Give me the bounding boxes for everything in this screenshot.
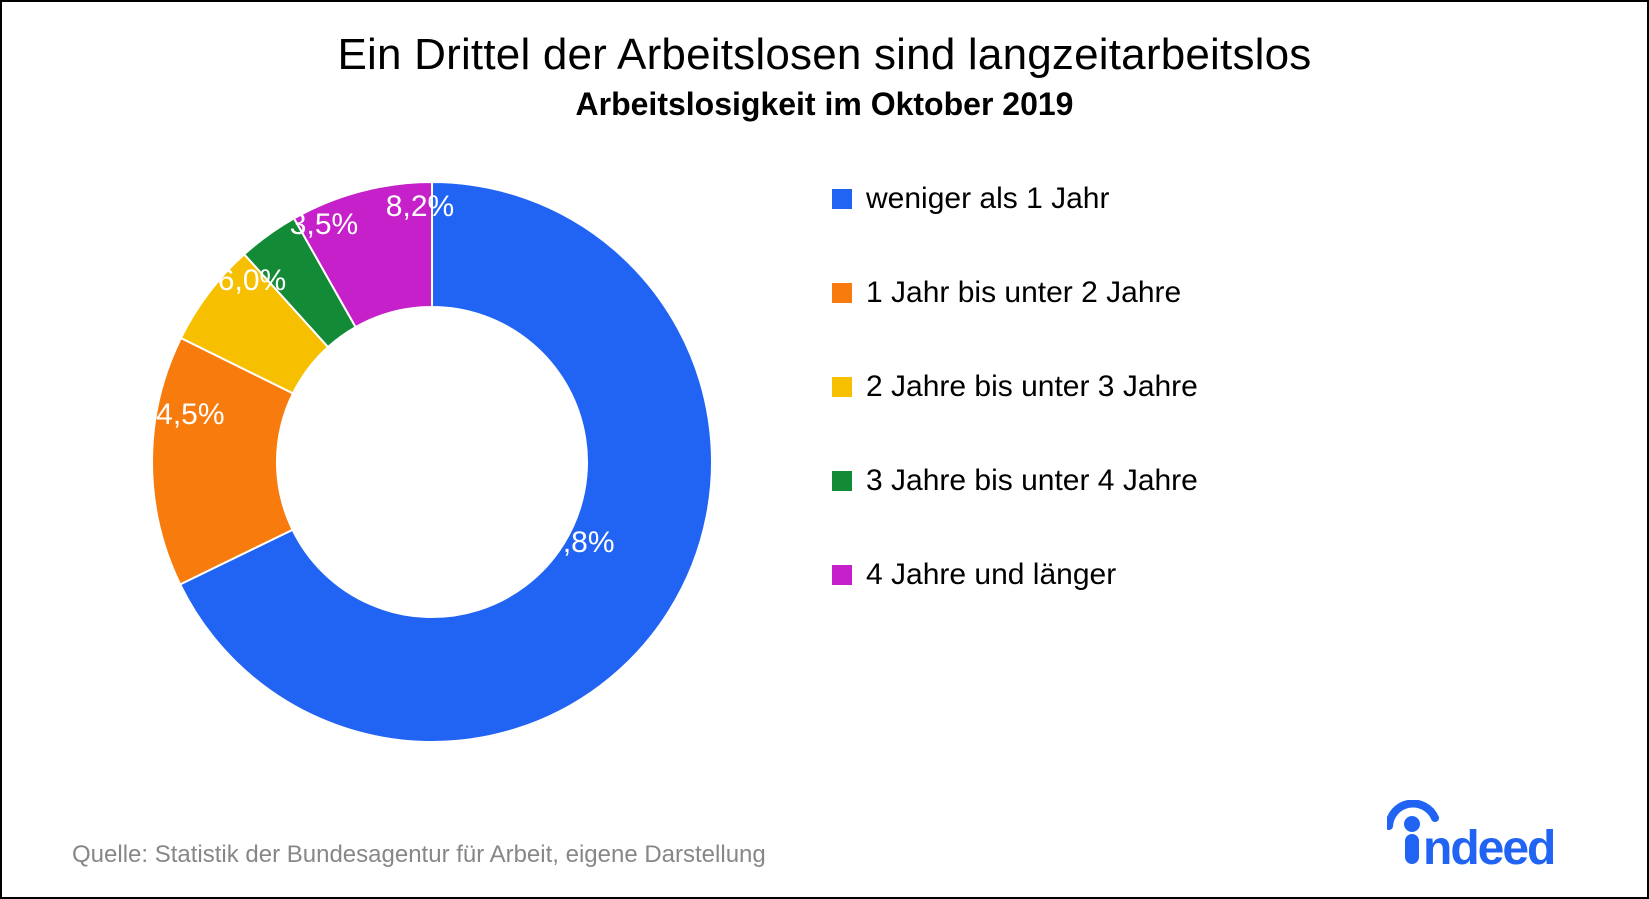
legend-item: 4 Jahre und länger xyxy=(832,558,1198,592)
chart-subtitle: Arbeitslosigkeit im Oktober 2019 xyxy=(2,86,1647,123)
legend-item: 1 Jahr bis unter 2 Jahre xyxy=(832,276,1198,310)
legend-item: 3 Jahre bis unter 4 Jahre xyxy=(832,464,1198,498)
legend-label: weniger als 1 Jahr xyxy=(866,182,1109,216)
slice-percent-label: 3,5% xyxy=(290,208,358,241)
legend-swatch xyxy=(832,471,852,491)
chart-title: Ein Drittel der Arbeitslosen sind langze… xyxy=(2,30,1647,80)
slice-percent-label: 14,5% xyxy=(139,398,224,431)
chart-content: 67,8% 14,5% 6,0%3,5% 8,2% weniger als 1 Jah… xyxy=(2,142,1647,827)
donut-chart: 67,8% 14,5% 6,0%3,5% 8,2% xyxy=(92,142,792,807)
slice-percent-label: 8,2% xyxy=(386,190,454,223)
source-footnote: Quelle: Statistik der Bundesagentur für … xyxy=(72,841,766,869)
legend-label: 1 Jahr bis unter 2 Jahre xyxy=(866,276,1181,310)
legend-item: 2 Jahre bis unter 3 Jahre xyxy=(832,370,1198,404)
legend-swatch xyxy=(832,377,852,397)
legend-swatch xyxy=(832,189,852,209)
legend-label: 3 Jahre bis unter 4 Jahre xyxy=(866,464,1198,498)
chart-titles: Ein Drittel der Arbeitslosen sind langze… xyxy=(2,2,1647,123)
chart-legend: weniger als 1 Jahr 1 Jahr bis unter 2 Jah… xyxy=(832,182,1198,652)
legend-label: 2 Jahre bis unter 3 Jahre xyxy=(866,370,1198,404)
indeed-logo: ndeed xyxy=(1387,800,1587,875)
logo-dot-icon xyxy=(1404,816,1420,832)
logo-wordmark: ndeed xyxy=(1423,822,1554,870)
legend-swatch xyxy=(832,565,852,585)
legend-item: weniger als 1 Jahr xyxy=(832,182,1198,216)
legend-swatch xyxy=(832,283,852,303)
logo-stem-icon xyxy=(1405,834,1419,864)
legend-label: 4 Jahre und länger xyxy=(866,558,1116,592)
slice-percent-label: 6,0% xyxy=(218,264,286,297)
slice-percent-label: 67,8% xyxy=(529,526,614,559)
